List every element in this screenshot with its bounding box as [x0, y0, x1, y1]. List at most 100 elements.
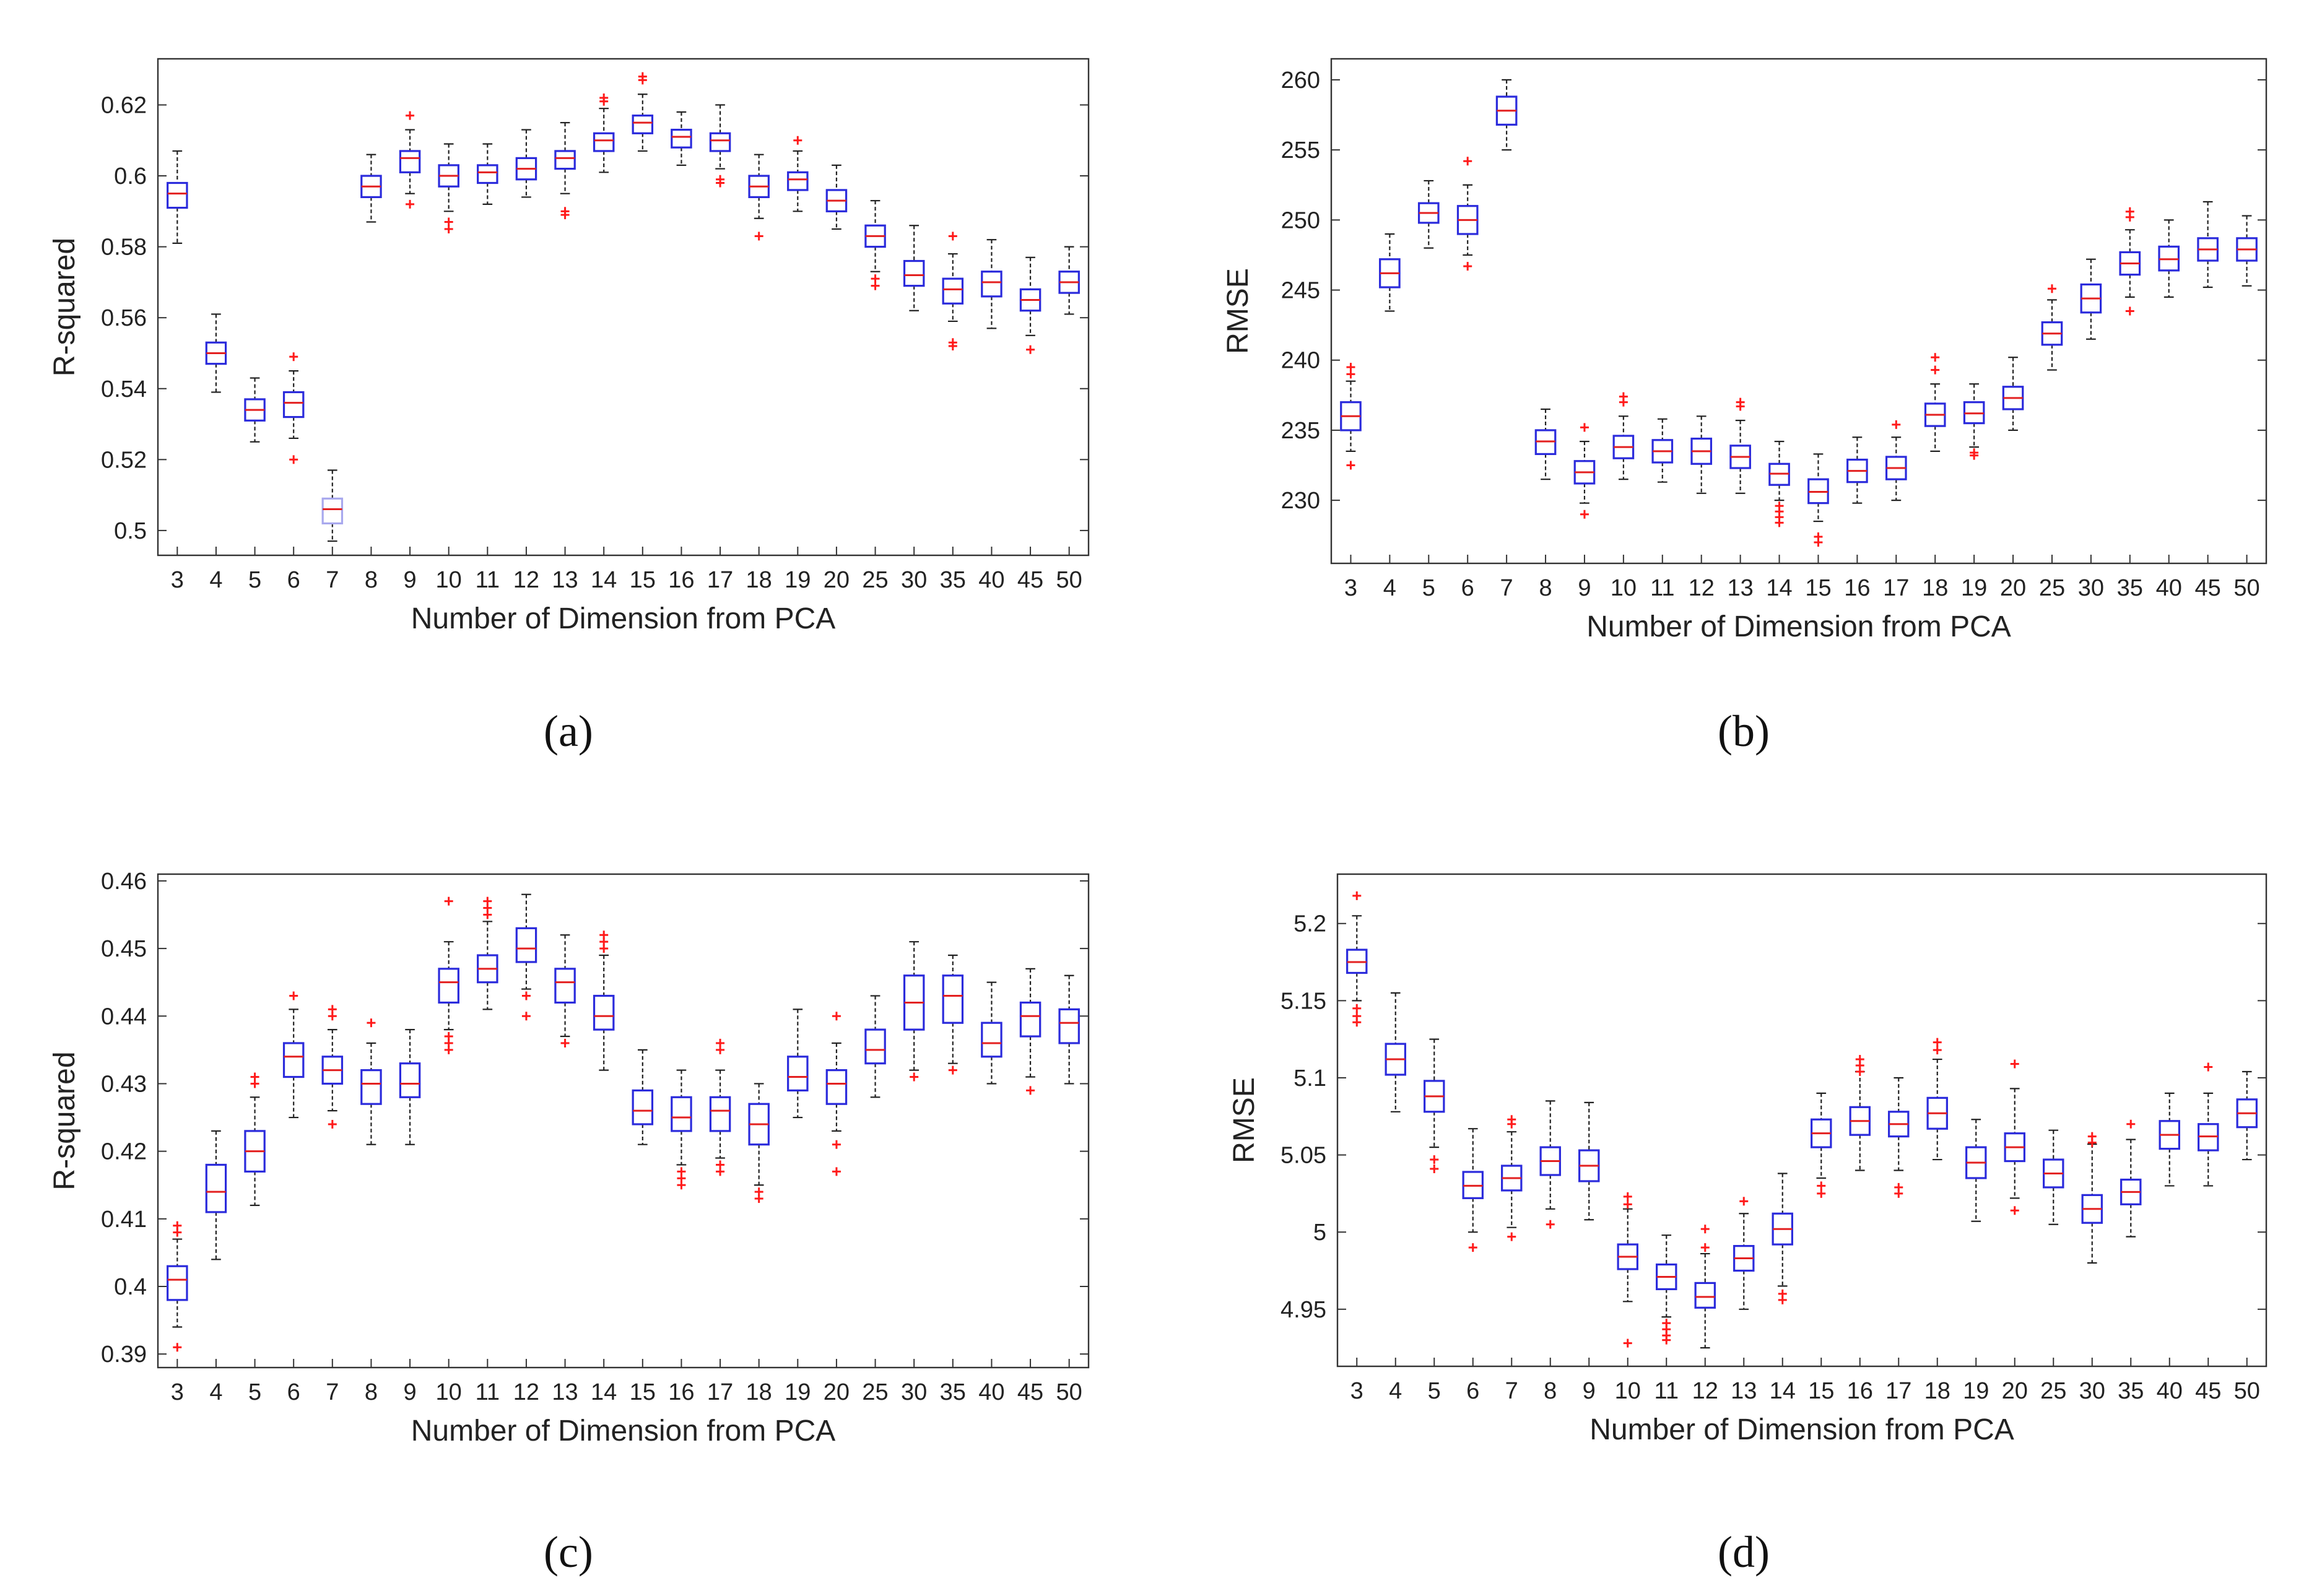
y-tick-label: 0.56 [101, 305, 147, 331]
iqr-box [399, 150, 421, 173]
box-14 [1772, 1173, 1793, 1304]
y-tick-label: 250 [1281, 207, 1320, 233]
box-17 [1888, 1077, 1910, 1198]
box-50 [2236, 215, 2258, 287]
box-14 [593, 930, 615, 1071]
iqr-box [632, 115, 654, 134]
box-9 [1573, 423, 1596, 519]
box-10 [438, 896, 459, 1054]
outlier-marker [716, 178, 725, 188]
x-tick-label: 6 [1461, 575, 1474, 601]
outlier-marker [2125, 306, 2134, 316]
x-tick-label: 19 [785, 1379, 811, 1405]
outlier-marker [444, 1045, 453, 1054]
outlier-marker [832, 1140, 841, 1149]
iqr-box [981, 1021, 1002, 1058]
x-tick-label: 9 [403, 1379, 416, 1405]
box-12 [1694, 1225, 1716, 1349]
outlier-marker [716, 1167, 725, 1176]
outlier-marker [832, 1167, 841, 1176]
x-tick-label: 8 [1539, 575, 1552, 601]
outlier-marker [289, 352, 298, 362]
outlier-marker [599, 97, 609, 106]
plot-area [1330, 58, 2268, 565]
box-19 [787, 136, 809, 212]
box-18 [1926, 1038, 1948, 1161]
box-8 [1539, 1100, 1561, 1229]
box-20 [825, 164, 848, 230]
x-tick-label: 13 [1727, 575, 1753, 601]
box-50 [2236, 1070, 2258, 1161]
x-tick-label: 11 [1650, 575, 1674, 601]
box-9 [1578, 1101, 1600, 1221]
outlier-marker [2125, 212, 2134, 222]
outlier-marker [328, 1119, 337, 1129]
box-4 [1379, 233, 1401, 312]
outlier-marker [1933, 1046, 1942, 1055]
x-tick-label: 11 [476, 1379, 500, 1405]
outlier-marker [1580, 510, 1589, 519]
chart-panel-b: 230 235 240 245 250 255 260 3 4 5 6 7 8 9 10 11 12 13 14 15… [1154, 0, 2309, 798]
iqr-box [864, 1028, 886, 1065]
x-tick-label: 14 [591, 1379, 617, 1405]
iqr-box [593, 994, 615, 1031]
iqr-box [282, 391, 305, 419]
outlier-marker [1623, 1338, 1632, 1348]
iqr-box [167, 1265, 188, 1301]
outlier-marker [1662, 1335, 1671, 1345]
outlier-marker [406, 111, 415, 120]
x-tick-label: 16 [668, 1379, 694, 1405]
outlier-marker [1546, 1220, 1555, 1229]
iqr-box [593, 132, 615, 152]
iqr-box [825, 1069, 848, 1105]
outlier-marker [677, 1181, 686, 1190]
box-35 [942, 954, 964, 1075]
y-tick-label: 0.6 [114, 163, 147, 189]
outlier-marker [1933, 1038, 1942, 1047]
x-tick-label: 8 [365, 567, 378, 593]
box-4 [1385, 992, 1406, 1112]
iqr-box [981, 271, 1002, 298]
x-tick-label: 7 [1500, 575, 1513, 601]
y-axis-label: R-squared [48, 1051, 81, 1190]
iqr-box [321, 497, 344, 525]
box-7 [1501, 1115, 1523, 1241]
box-25 [2043, 1129, 2064, 1225]
x-tick-label: 17 [1885, 1378, 1911, 1404]
outlier-marker [1507, 1232, 1516, 1241]
iqr-box [477, 164, 498, 184]
iqr-box [515, 927, 537, 963]
outlier-marker [1855, 1067, 1864, 1076]
outlier-marker [2047, 284, 2056, 293]
box-18 [748, 154, 770, 241]
y-axis-label: RMSE [1228, 1077, 1261, 1163]
box-12 [515, 893, 537, 1021]
x-tick-label: 19 [1961, 575, 1987, 601]
x-tick-label: 35 [940, 1379, 966, 1405]
box-16 [671, 111, 692, 166]
x-tick-label: 4 [209, 1379, 222, 1405]
outlier-marker [1931, 353, 1940, 362]
box-13 [1733, 1197, 1755, 1310]
x-tick-label: 20 [824, 567, 850, 593]
outlier-marker [1463, 157, 1472, 166]
box-5 [1424, 1038, 1445, 1174]
plot-area [157, 58, 1090, 557]
x-tick-label: 15 [630, 567, 656, 593]
outlier-marker [1430, 1164, 1439, 1174]
box-20 [825, 1012, 848, 1176]
box-7 [1495, 79, 1518, 151]
outlier-marker [483, 910, 492, 919]
caption-b: (b) [1718, 706, 1770, 757]
iqr-box [1019, 1001, 1041, 1038]
iqr-box [709, 132, 731, 152]
outlier-marker [1352, 1004, 1362, 1013]
box-13 [554, 934, 576, 1047]
box-50 [1058, 246, 1080, 315]
outlier-marker [1463, 262, 1472, 271]
outlier-marker [521, 991, 531, 1000]
iqr-box [554, 150, 576, 170]
box-8 [360, 1018, 382, 1145]
iqr-box [1058, 1008, 1080, 1044]
